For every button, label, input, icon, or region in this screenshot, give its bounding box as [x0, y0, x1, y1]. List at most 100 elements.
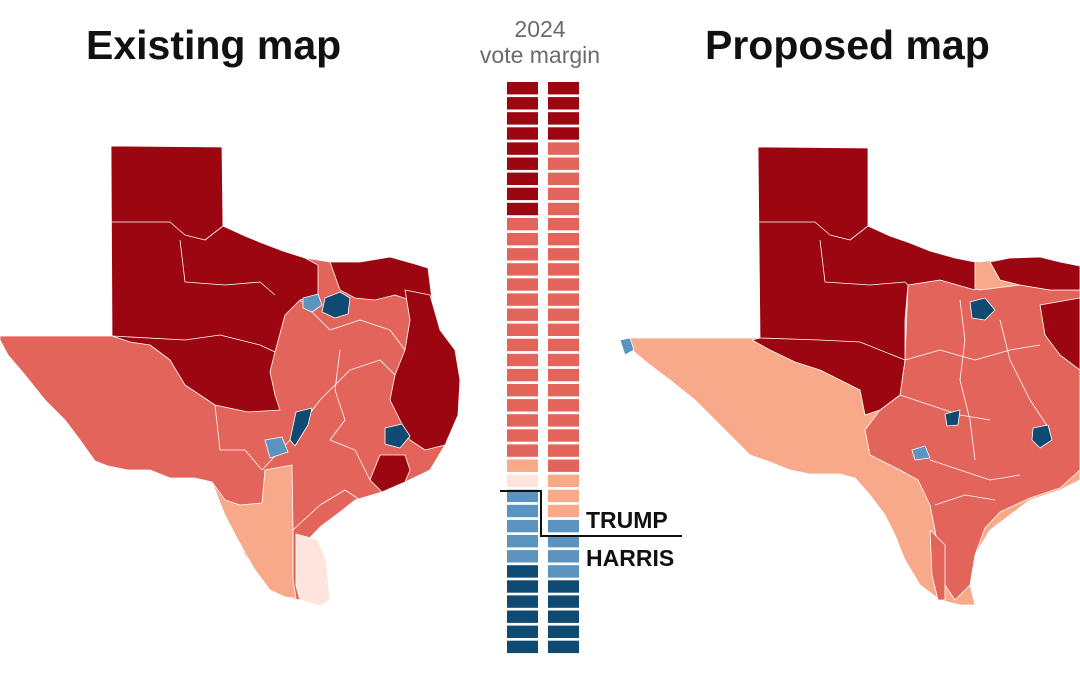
- existing-district-6: [507, 157, 538, 170]
- existing-dallas-blue: [321, 291, 351, 319]
- proposed-district-27: [548, 474, 579, 487]
- proposed-district-1: [548, 82, 579, 95]
- existing-district-10: [507, 217, 538, 231]
- existing-district-7: [507, 172, 538, 185]
- existing-district-column: [507, 82, 538, 654]
- proposed-district-31: [548, 535, 579, 548]
- existing-district-30: [507, 519, 538, 533]
- existing-district-15: [507, 293, 538, 306]
- proposed-district-10: [548, 217, 579, 231]
- existing-dallas-light: [302, 293, 323, 313]
- proposed-austin-blue: [944, 409, 961, 427]
- existing-map: [0, 145, 461, 607]
- existing-district-12: [507, 248, 538, 261]
- existing-district-29: [507, 504, 538, 518]
- existing-district-4: [507, 127, 538, 140]
- proposed-district-9: [548, 202, 579, 216]
- proposed-el-paso-light: [619, 337, 635, 356]
- existing-district-16: [507, 308, 538, 321]
- proposed-district-north-dark: [989, 256, 1080, 291]
- vote-margin-header: 2024 vote margin: [460, 16, 620, 68]
- existing-district-24: [507, 429, 538, 442]
- year-label: 2024: [514, 16, 566, 42]
- proposed-map-title: Proposed map: [705, 22, 990, 68]
- existing-district-pale: [295, 533, 331, 607]
- existing-map-title: Existing map: [86, 22, 342, 68]
- proposed-district-25: [548, 444, 579, 457]
- existing-district-32: [507, 550, 538, 563]
- proposed-district-28: [548, 489, 579, 503]
- existing-district-21: [507, 384, 538, 397]
- proposed-district-6: [548, 157, 579, 170]
- existing-district-33: [507, 565, 538, 578]
- existing-district-14: [507, 278, 538, 291]
- existing-district-37: [507, 625, 538, 638]
- proposed-district-5: [548, 142, 579, 155]
- existing-district-19: [507, 353, 538, 367]
- proposed-district-19: [548, 353, 579, 367]
- existing-district-1: [507, 82, 538, 95]
- proposed-district-2: [548, 97, 579, 110]
- proposed-district-18: [548, 338, 579, 352]
- proposed-district-26: [548, 459, 579, 472]
- existing-district-34: [507, 580, 538, 593]
- proposed-district-15: [548, 293, 579, 306]
- existing-district-26: [507, 459, 538, 472]
- existing-district-28: [507, 489, 538, 503]
- existing-houston-blue: [384, 423, 411, 449]
- proposed-district-29: [548, 504, 579, 518]
- trump-harris-divider-line: [500, 490, 682, 537]
- proposed-district-38: [548, 640, 579, 654]
- vote-margin-label: vote margin: [479, 42, 601, 68]
- proposed-district-column: [548, 82, 579, 654]
- existing-district-18: [507, 338, 538, 352]
- proposed-district-4: [548, 127, 579, 140]
- proposed-district-20: [548, 368, 579, 382]
- existing-district-11: [507, 233, 538, 246]
- existing-district-south-light: [211, 464, 297, 599]
- proposed-district-11: [548, 233, 579, 246]
- proposed-district-south-red: [929, 529, 946, 601]
- trump-label: TRUMP: [586, 507, 668, 533]
- existing-district-3: [507, 112, 538, 125]
- proposed-district-23: [548, 414, 579, 427]
- existing-district-25: [507, 444, 538, 457]
- proposed-district-30: [548, 519, 579, 533]
- existing-district-36: [507, 610, 538, 623]
- existing-district-5: [507, 142, 538, 155]
- proposed-district-21: [548, 384, 579, 397]
- proposed-district-14: [548, 278, 579, 291]
- proposed-dallas-blue: [969, 297, 996, 321]
- proposed-district-34: [548, 580, 579, 593]
- proposed-district-13: [548, 263, 579, 276]
- proposed-district-16: [548, 308, 579, 321]
- existing-district-35: [507, 595, 538, 608]
- proposed-district-35: [548, 595, 579, 608]
- proposed-district-3: [548, 112, 579, 125]
- existing-district-23: [507, 414, 538, 427]
- proposed-map: [619, 146, 1080, 606]
- existing-district-9: [507, 202, 538, 216]
- existing-district-8: [507, 187, 538, 201]
- proposed-houston-blue: [1031, 424, 1053, 449]
- proposed-district-17: [548, 323, 579, 336]
- proposed-district-32: [548, 550, 579, 563]
- existing-district-17: [507, 323, 538, 336]
- proposed-district-37: [548, 625, 579, 638]
- proposed-district-12: [548, 248, 579, 261]
- proposed-district-22: [548, 399, 579, 412]
- proposed-district-24: [548, 429, 579, 442]
- existing-district-20: [507, 368, 538, 382]
- existing-district-2: [507, 97, 538, 110]
- proposed-district-7: [548, 172, 579, 185]
- existing-district-31: [507, 535, 538, 548]
- existing-district-38: [507, 640, 538, 654]
- proposed-district-panhandle: [751, 146, 976, 416]
- existing-district-13: [507, 263, 538, 276]
- proposed-district-8: [548, 187, 579, 201]
- harris-label: HARRIS: [586, 545, 675, 571]
- proposed-district-33: [548, 565, 579, 578]
- proposed-san-antonio-light: [911, 445, 931, 461]
- existing-san-antonio-light: [264, 436, 289, 459]
